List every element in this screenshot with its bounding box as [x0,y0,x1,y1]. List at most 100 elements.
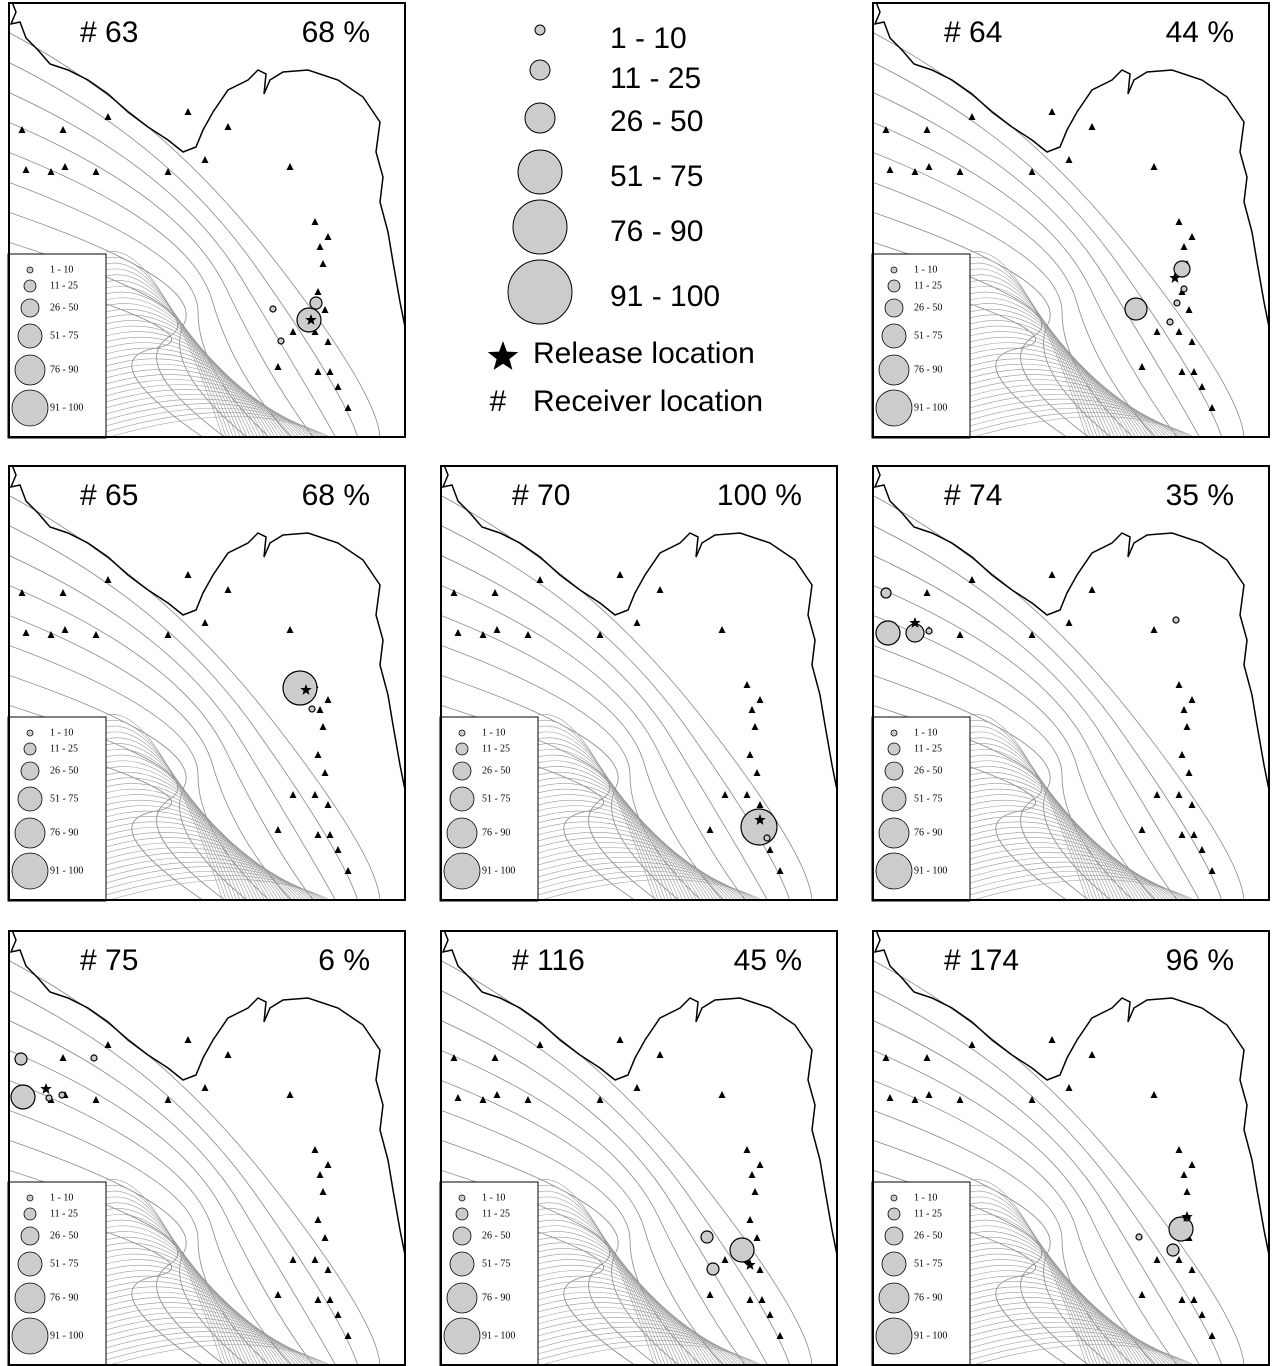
inset-legend-circle [17,323,43,349]
receiver-triangle [324,1266,332,1273]
depth-contour [969,842,1168,901]
detection-circle [740,808,778,846]
depth-contour [537,1248,698,1366]
map [8,2,406,438]
detection-percent: 44 % [1166,16,1234,49]
receiver-triangle [1185,306,1193,313]
receiver-triangle [1088,586,1096,593]
main-legend: 1 - 10 11 - 25 26 - 50 51 - 75 76 - 90 91 - 1… [487,22,763,418]
depth-contour [105,852,311,901]
depth-contour [969,731,1098,901]
depth-contour [537,714,656,901]
release-star [754,814,766,825]
receiver-triangle [1190,368,1198,375]
receiver-triangle [184,1036,192,1043]
detection-circle [763,834,771,842]
depth-contour [8,121,315,438]
panel-frame [872,930,1270,1366]
depth-contour [537,1236,691,1366]
receiver-triangle [1190,1296,1198,1303]
depth-contour [105,1253,269,1366]
inset-legend-label: 11 - 25 [50,1208,78,1219]
depth-contour [105,799,276,901]
release-star [1181,1211,1193,1222]
panel-frame [8,930,406,1366]
receiver-triangle [201,619,209,626]
depth-contour [969,1340,1193,1366]
depth-contour [8,31,381,438]
inset-legend-label: 1 - 10 [482,727,505,738]
map-panel: 1 - 10 11 - 25 26 - 50 51 - 75 76 - 90 91 - 1… [7,2,406,439]
receiver-triangle [706,1291,714,1298]
receiver-triangle [1048,1036,1056,1043]
legend-label: 1 - 10 [610,22,687,55]
inset-legend-label: 26 - 50 [482,1230,510,1241]
receiver-triangle [1065,619,1073,626]
receiver-triangle [1088,1051,1096,1058]
receiver-triangle [766,846,774,853]
depth-contour [8,584,315,901]
depth-contour [440,554,769,901]
receiver-triangle [925,1091,933,1098]
depth-contour [105,1264,276,1366]
detection-percent: 6 % [318,944,370,977]
receiver-triangle [324,1161,332,1168]
depth-contour [105,783,266,901]
depth-contour [969,379,1168,438]
depth-contour [872,91,1201,438]
receiver-triangle [756,696,764,703]
receiver-triangle [491,589,499,596]
depth-contour [105,325,269,438]
depth-contour [537,832,729,901]
receiver-triangle [1198,383,1206,390]
depth-contour [537,788,701,901]
depth-contour [969,771,1123,901]
inset-legend-label: 26 - 50 [914,765,942,776]
depth-contour [969,1202,1102,1366]
inset-legend-circle [17,1251,43,1277]
depth-contour [8,674,249,901]
receiver-triangle [344,1332,352,1339]
legend-label: 76 - 90 [610,215,703,248]
depth-contour [537,1340,761,1366]
inset-legend-circle [20,1226,40,1246]
depth-contour [537,1302,733,1366]
depth-contour [440,584,747,901]
depth-contour [440,644,703,901]
receiver-triangle [316,1171,324,1178]
inset-legend-circle [881,323,907,349]
depth-contour [537,875,761,901]
depth-contour [537,725,663,901]
receiver-triangle [1180,243,1188,250]
depth-contour [105,777,262,901]
receiver-triangle [1065,156,1073,163]
inset-legend-circle [884,298,904,318]
depth-contour [969,374,1165,438]
inset-legend-label: 1 - 10 [50,264,73,275]
receiver-triangle [1150,1091,1158,1098]
depth-contour [969,268,1098,438]
inset-legend-label: 76 - 90 [914,827,942,838]
receiver-triangle [316,243,324,250]
receiver-triangle [1175,218,1183,225]
receiver-id: # 174 [944,944,1019,977]
depth-contour [872,1199,1069,1366]
depth-contour [105,1190,231,1366]
receiver-triangle [743,1146,751,1153]
inset-legend-circle [452,761,472,781]
receiver-triangle [1185,769,1193,776]
inset-legend-label: 76 - 90 [50,1292,78,1303]
depth-contour [105,1281,287,1366]
depth-contour [440,734,637,901]
depth-contour [969,1344,1196,1366]
receiver-triangle [321,1234,329,1241]
receiver-triangle [882,1054,890,1061]
receiver-triangle [454,629,462,636]
inset-legend-label: 76 - 90 [50,364,78,375]
detection-percent: 45 % [734,944,802,977]
depth-contour [440,1109,703,1366]
depth-contour [105,1202,238,1366]
receiver-triangle [311,218,319,225]
depth-contour [969,1225,1116,1366]
inset-legend-label: 76 - 90 [914,1292,942,1303]
